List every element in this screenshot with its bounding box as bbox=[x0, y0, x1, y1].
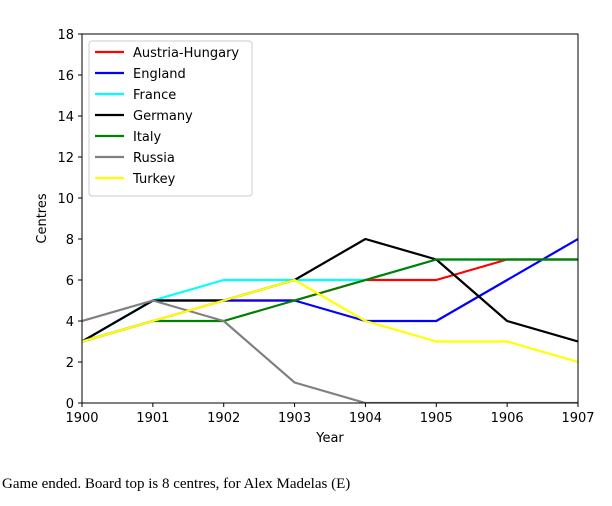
y-tick-label: 0 bbox=[66, 397, 74, 412]
x-tick-label: 1904 bbox=[349, 411, 382, 426]
line-chart: 1900 1901 1902 1903 1904 1905 1906 1907 0 2 4 6 8 10… bbox=[35, 28, 595, 446]
legend-label-england: England bbox=[133, 67, 186, 82]
y-axis-ticks: 0 2 4 6 8 10 12 14 16 18 bbox=[57, 28, 82, 412]
legend-label-austria-hungary: Austria-Hungary bbox=[133, 46, 239, 61]
game-result-caption: Game ended. Board top is 8 centres, for … bbox=[2, 476, 351, 492]
y-axis-label: Centres bbox=[35, 193, 50, 243]
x-axis-ticks: 1900 1901 1902 1903 1904 1905 1906 1907 bbox=[65, 403, 595, 426]
x-tick-label: 1906 bbox=[491, 411, 524, 426]
y-tick-label: 18 bbox=[57, 28, 74, 43]
y-tick-label: 14 bbox=[57, 110, 74, 125]
series-line-italy bbox=[82, 258, 578, 343]
axes-frame bbox=[81, 33, 579, 404]
legend-label-france: France bbox=[133, 88, 176, 103]
legend-label-italy: Italy bbox=[133, 130, 162, 145]
x-tick-label: 1903 bbox=[278, 411, 311, 426]
y-tick-label: 4 bbox=[66, 315, 74, 330]
y-tick-label: 2 bbox=[66, 356, 74, 371]
legend-label-turkey: Turkey bbox=[132, 172, 176, 187]
y-tick-label: 10 bbox=[57, 192, 74, 207]
x-tick-label: 1901 bbox=[136, 411, 169, 426]
x-tick-label: 1907 bbox=[561, 411, 594, 426]
legend-label-russia: Russia bbox=[133, 151, 175, 166]
legend: Austria-Hungary England France Germany Italy… bbox=[88, 40, 253, 197]
x-tick-label: 1900 bbox=[65, 411, 98, 426]
y-tick-label: 6 bbox=[66, 274, 74, 289]
y-tick-label: 16 bbox=[57, 69, 74, 84]
legend-label-germany: Germany bbox=[133, 109, 193, 124]
legend-box bbox=[88, 40, 253, 197]
series-line-germany bbox=[82, 237, 578, 343]
x-tick-label: 1902 bbox=[207, 411, 240, 426]
x-tick-label: 1905 bbox=[420, 411, 453, 426]
series-line-turkey bbox=[82, 278, 578, 364]
series-line-russia bbox=[82, 299, 578, 403]
x-axis-label: Year bbox=[315, 431, 344, 446]
y-tick-label: 8 bbox=[66, 233, 74, 248]
series-lines bbox=[82, 237, 578, 403]
y-tick-label: 12 bbox=[57, 151, 74, 166]
